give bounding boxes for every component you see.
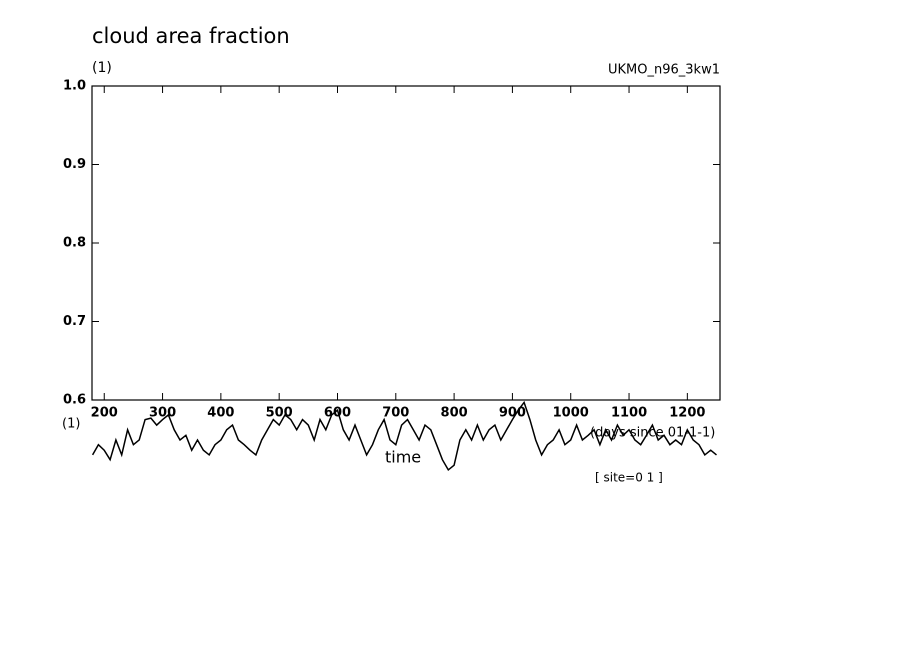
y-tick-label: 0.8 — [63, 236, 86, 251]
x-tick-label: 800 — [441, 406, 468, 421]
y-tick-label: 1.0 — [63, 79, 86, 94]
y-units: (1) — [92, 60, 112, 76]
x-tick-label: 400 — [207, 406, 234, 421]
x-tick-label: 300 — [149, 406, 176, 421]
plot-frame — [91, 85, 721, 401]
y-tick-label: 0.6 — [63, 393, 86, 408]
x-axis-label: time — [385, 448, 421, 467]
dataset-label: UKMO_n96_3kw1 — [608, 63, 720, 78]
x-tick-label: 1000 — [553, 406, 589, 421]
data-line — [91, 400, 717, 472]
x-tick-label: 200 — [91, 406, 118, 421]
chart-title: cloud area fraction — [92, 24, 290, 48]
value-units: (1) — [62, 417, 80, 432]
x-tick-label: 700 — [382, 406, 409, 421]
x-tick-label: 500 — [266, 406, 293, 421]
x-tick-label: 600 — [324, 406, 351, 421]
subset-label: [ site=0 1 ] — [595, 471, 663, 485]
y-tick-label: 0.7 — [63, 314, 86, 329]
x-tick-label: 1100 — [611, 406, 647, 421]
y-tick-label: 0.9 — [63, 157, 86, 172]
x-tick-label: 1200 — [669, 406, 705, 421]
